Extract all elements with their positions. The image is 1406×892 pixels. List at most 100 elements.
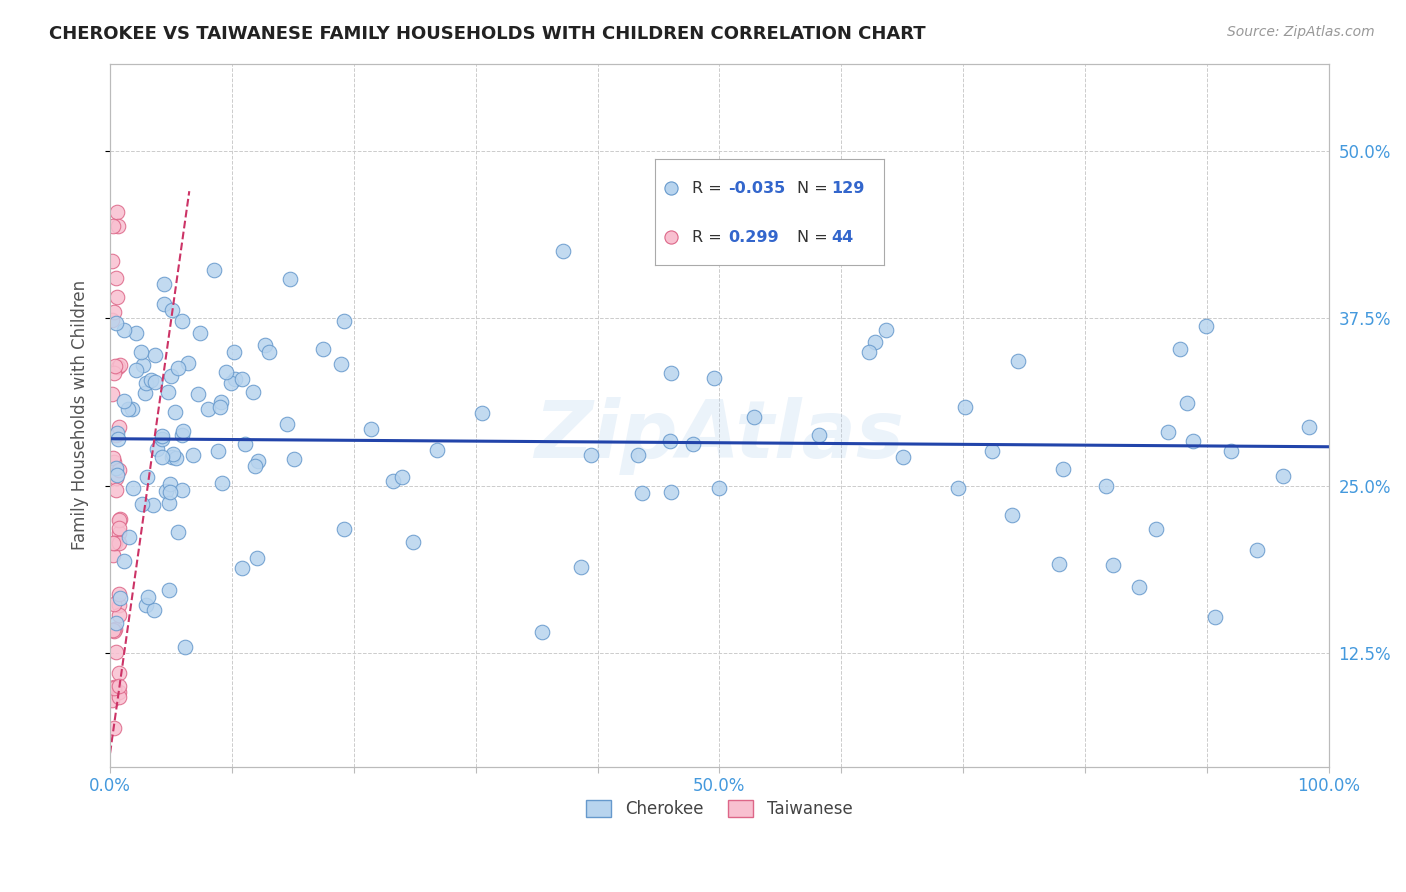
Point [103, 549, 125, 563]
Point [330, 357, 353, 371]
Point [207, 443, 229, 458]
Point [150, 429, 173, 443]
Point [157, 496, 180, 510]
Point [131, 497, 153, 511]
Point [105, 471, 128, 485]
Point [659, 366, 682, 380]
Point [134, 386, 156, 401]
Point [112, 554, 135, 568]
Point [105, 483, 128, 497]
Point [865, 335, 887, 350]
Point [124, 362, 146, 376]
Point [139, 373, 162, 387]
Point [108, 463, 131, 477]
Point [172, 314, 194, 328]
Point [1175, 396, 1198, 410]
Point [103, 624, 125, 638]
Point [1047, 557, 1070, 571]
Point [160, 450, 183, 464]
Point [103, 681, 125, 695]
Point [153, 277, 176, 291]
Point [219, 376, 242, 391]
Point [703, 371, 725, 385]
Point [172, 428, 194, 442]
Point [162, 303, 184, 318]
Point [105, 616, 128, 631]
Point [658, 434, 681, 448]
Point [893, 450, 915, 464]
Point [166, 360, 188, 375]
Point [659, 230, 682, 244]
Point [159, 369, 181, 384]
Point [276, 417, 298, 432]
Point [105, 427, 128, 442]
Point [742, 409, 765, 424]
Point [150, 450, 173, 464]
Text: ZipAtlas: ZipAtlas [534, 398, 904, 475]
Point [630, 486, 652, 500]
Point [176, 356, 198, 370]
Point [1144, 522, 1167, 536]
Point [1001, 508, 1024, 523]
Point [1220, 444, 1243, 458]
Point [875, 323, 897, 337]
Text: N =: N = [797, 181, 832, 196]
Point [159, 477, 181, 491]
Point [174, 640, 197, 654]
Point [278, 272, 301, 286]
Point [108, 607, 131, 622]
Point [235, 436, 257, 450]
Point [1195, 318, 1218, 333]
Point [1102, 558, 1125, 572]
Point [104, 359, 127, 373]
Point [980, 444, 1002, 458]
Point [211, 475, 233, 490]
Point [163, 405, 186, 419]
Point [955, 400, 977, 414]
Point [103, 721, 125, 735]
Point [101, 254, 124, 268]
Point [108, 591, 131, 605]
Point [167, 524, 190, 539]
Point [707, 481, 730, 495]
Point [112, 393, 135, 408]
Point [1271, 469, 1294, 483]
Point [209, 395, 232, 409]
Point [254, 338, 277, 352]
Point [581, 448, 603, 462]
Point [108, 521, 131, 535]
Point [105, 461, 128, 475]
Point [333, 522, 356, 536]
Point [146, 442, 169, 456]
Point [103, 597, 125, 611]
Point [1246, 542, 1268, 557]
Text: 0.299: 0.299 [728, 230, 779, 244]
Point [1170, 343, 1192, 357]
Point [155, 483, 177, 498]
Point [531, 625, 554, 640]
Legend: Cherokee, Taiwanese: Cherokee, Taiwanese [579, 794, 859, 825]
Point [231, 561, 253, 575]
Point [858, 345, 880, 359]
Point [1095, 479, 1118, 493]
Point [105, 316, 128, 330]
Point [222, 344, 245, 359]
Text: CHEROKEE VS TAIWANESE FAMILY HOUSEHOLDS WITH CHILDREN CORRELATION CHART: CHEROKEE VS TAIWANESE FAMILY HOUSEHOLDS … [49, 25, 925, 43]
Point [224, 372, 246, 386]
Point [103, 680, 125, 694]
Point [312, 342, 335, 356]
Point [135, 599, 157, 613]
Point [187, 387, 209, 401]
Point [402, 534, 425, 549]
Point [108, 513, 131, 527]
Point [108, 587, 131, 601]
Point [105, 645, 128, 659]
Point [231, 372, 253, 386]
Point [157, 583, 180, 598]
Point [107, 219, 129, 233]
Point [283, 451, 305, 466]
Point [135, 376, 157, 390]
Text: Source: ZipAtlas.com: Source: ZipAtlas.com [1227, 25, 1375, 39]
Point [141, 498, 163, 512]
Point [246, 550, 269, 565]
